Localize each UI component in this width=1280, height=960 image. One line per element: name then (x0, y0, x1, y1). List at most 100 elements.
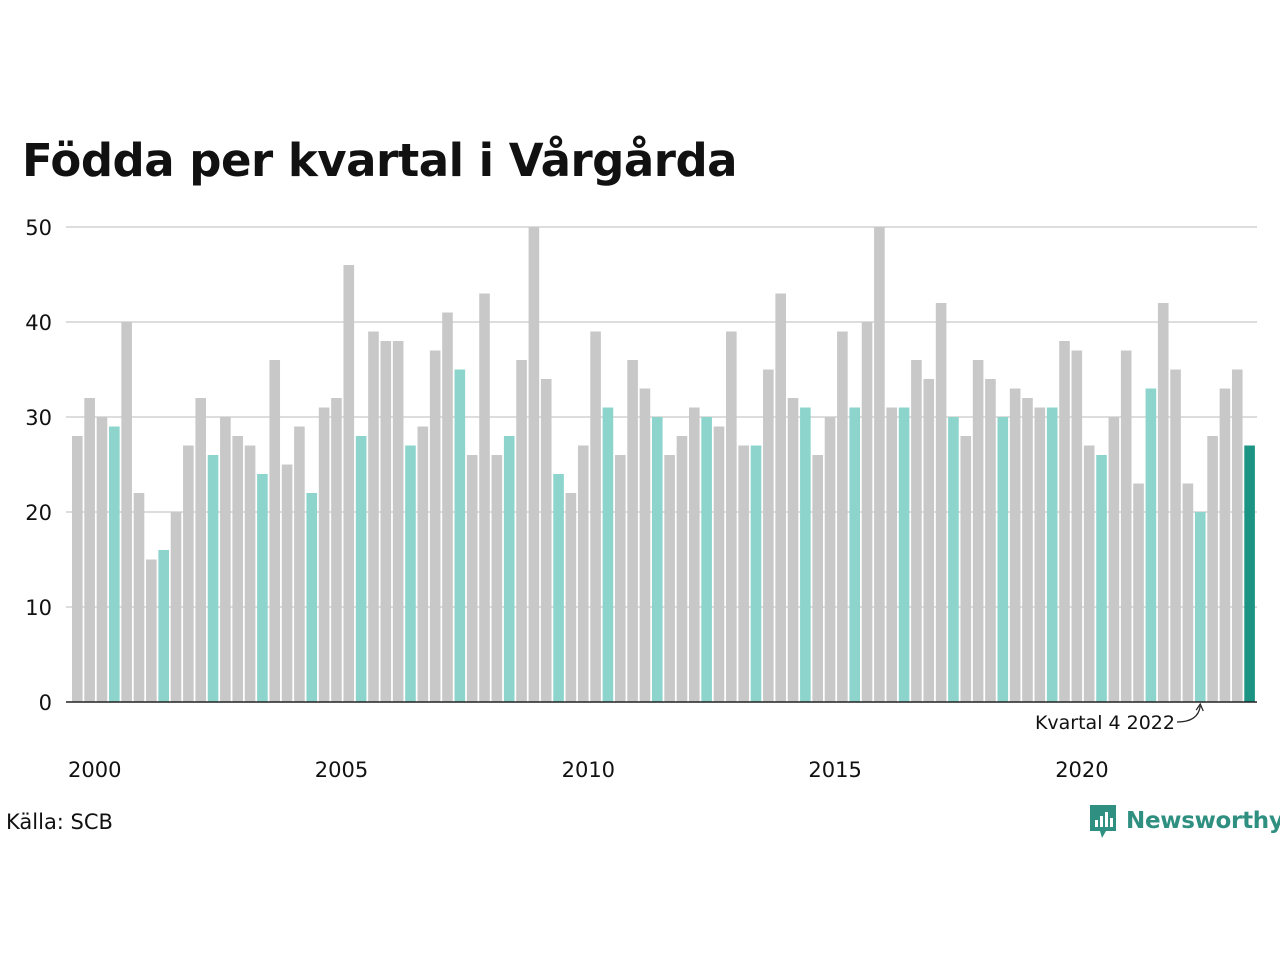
y-axis-ticks: 0 10 20 30 40 50 (25, 216, 52, 715)
bar (479, 293, 490, 702)
bar (1145, 388, 1157, 702)
bar (911, 360, 922, 702)
bar (1108, 417, 1120, 702)
bar (318, 407, 330, 702)
bar (1182, 483, 1194, 702)
y-tick-label: 30 (25, 406, 52, 430)
bar (614, 455, 626, 702)
y-tick-label: 40 (25, 311, 52, 335)
bar (898, 407, 910, 702)
bar (269, 360, 281, 702)
bar (676, 436, 688, 702)
bar (590, 331, 601, 702)
bar (849, 407, 861, 702)
bar (331, 398, 342, 702)
bar (1194, 512, 1206, 702)
bar (874, 227, 885, 702)
bar (651, 417, 663, 702)
bar (109, 426, 120, 702)
x-tick-label: 2005 (315, 758, 368, 782)
bar (1083, 445, 1095, 702)
chart-title: Födda per kvartal i Vårgårda (22, 134, 738, 187)
bar (1071, 350, 1083, 702)
bar (664, 455, 675, 702)
bar (405, 445, 416, 702)
bar (355, 436, 367, 702)
bar (528, 227, 540, 702)
bar (639, 388, 651, 702)
annotation-label: Kvartal 4 2022 (1035, 712, 1175, 734)
bar (503, 436, 515, 702)
bar (1219, 388, 1231, 702)
bar (1009, 388, 1021, 702)
bar (417, 426, 429, 702)
bar (491, 455, 503, 702)
x-tick-label: 2015 (808, 758, 861, 782)
x-tick-label: 2000 (68, 758, 121, 782)
y-tick-label: 0 (39, 691, 52, 715)
bar (220, 417, 231, 702)
source-label: Källa: SCB (6, 810, 113, 834)
bar (713, 426, 725, 702)
bar (787, 398, 799, 702)
bar (454, 369, 466, 702)
bar (837, 331, 848, 702)
bar (824, 417, 836, 702)
bar (812, 455, 823, 702)
bar (281, 464, 293, 702)
y-tick-label: 20 (25, 501, 52, 525)
bar (1170, 369, 1181, 702)
bar (195, 398, 206, 702)
bars (72, 227, 1255, 702)
bar (244, 445, 256, 702)
bar (84, 398, 95, 702)
bar (121, 322, 132, 702)
bar (466, 455, 478, 702)
bar (257, 474, 268, 702)
bar (1157, 303, 1169, 702)
bar (972, 360, 984, 702)
bar (775, 293, 786, 702)
bar (294, 426, 305, 702)
bar (392, 341, 404, 702)
bar (923, 379, 935, 702)
x-tick-label: 2010 (562, 758, 615, 782)
bar (1133, 483, 1144, 702)
bar (516, 360, 527, 702)
bar (1022, 398, 1033, 702)
bar (380, 341, 392, 702)
y-tick-label: 50 (25, 216, 52, 240)
bar (627, 360, 638, 702)
bar (985, 379, 996, 702)
bar (565, 493, 577, 702)
bar (738, 445, 749, 702)
bar (800, 407, 811, 702)
brand-name: Newsworthy (1126, 808, 1280, 834)
bar (689, 407, 700, 702)
bar (763, 369, 774, 702)
bar (1096, 455, 1107, 702)
bar (306, 493, 318, 702)
bar (170, 512, 182, 702)
bar (750, 445, 762, 702)
x-axis-ticks: 2000 2005 2010 2015 2020 (68, 758, 1109, 782)
annotation-arrow (1176, 705, 1201, 723)
annotation: Kvartal 4 2022 (1035, 702, 1204, 734)
bar (935, 303, 947, 702)
bar (861, 322, 873, 702)
x-tick-label: 2020 (1055, 758, 1108, 782)
bar (726, 331, 737, 702)
bar (997, 417, 1009, 702)
bar (1059, 341, 1070, 702)
bar (232, 436, 244, 702)
bar (183, 445, 194, 702)
annotation-arrowhead (1195, 702, 1204, 712)
bar (1231, 369, 1243, 702)
bar (540, 379, 552, 702)
bar (1207, 436, 1218, 702)
bar (960, 436, 972, 702)
bar (553, 474, 564, 702)
bar (72, 436, 83, 702)
bar (1244, 445, 1255, 702)
bar (442, 312, 453, 702)
